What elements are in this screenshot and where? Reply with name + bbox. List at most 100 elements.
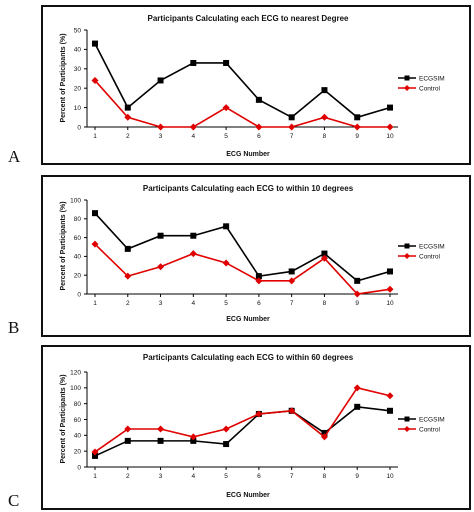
data-point-diamond: [386, 123, 394, 131]
y-tick-label: 30: [74, 66, 82, 73]
data-point-diamond: [255, 123, 263, 131]
x-tick-label: 9: [355, 133, 359, 140]
data-point-square: [157, 437, 164, 444]
x-tick-label: 2: [126, 300, 130, 307]
data-point-square: [321, 250, 328, 257]
data-point-square: [92, 452, 98, 459]
legend: ECGSIM Control: [398, 416, 445, 433]
chart-panel-2: B Participants Calculating each ECG to wi…: [8, 175, 471, 337]
chart-title: Participants Calculating each ECG to wit…: [143, 184, 354, 193]
x-tick-label: 7: [290, 300, 294, 307]
legend-swatch-marker: [404, 85, 410, 91]
legend-swatch-marker: [404, 243, 410, 249]
data-point-diamond: [386, 285, 394, 293]
x-tick-label: 10: [386, 133, 394, 140]
panel-frame: [41, 345, 471, 510]
series-control: [91, 384, 394, 456]
legend-swatch-marker: [404, 253, 410, 259]
series-line: [94, 243, 391, 295]
data-point-diamond: [124, 113, 132, 121]
x-tick-label: 5: [224, 300, 228, 307]
x-tick-label: 6: [257, 300, 261, 307]
data-point-diamond: [353, 384, 361, 392]
data-point-square: [387, 268, 393, 275]
data-point-diamond: [255, 410, 263, 418]
x-tick-label: 9: [355, 473, 359, 480]
data-point-square: [321, 429, 328, 436]
x-tick-label: 1: [93, 473, 97, 480]
x-tick-label: 1: [93, 300, 97, 307]
data-point-square: [223, 59, 230, 66]
series-ecgsim: [92, 210, 393, 284]
x-tick-label: 5: [224, 473, 228, 480]
y-tick-label: 0: [77, 291, 81, 298]
data-point-square: [190, 59, 197, 66]
data-point-square: [124, 245, 131, 252]
chart-panel-1: A Participants Calculating each ECG to ne…: [8, 5, 471, 166]
data-point-square: [255, 273, 262, 280]
y-tick-label: 120: [70, 369, 81, 376]
x-tick-label: 7: [290, 473, 294, 480]
data-point-diamond: [386, 392, 394, 400]
series-line: [94, 386, 391, 453]
data-point-diamond: [91, 76, 99, 84]
y-axis-label: Percent of Participants (%): [60, 201, 67, 290]
data-point-diamond: [91, 240, 99, 248]
panel-letter: C: [8, 491, 19, 510]
data-point-square: [190, 232, 197, 239]
x-tick-label: 4: [192, 300, 196, 307]
panel-letter: A: [8, 147, 21, 166]
data-point-square: [387, 407, 393, 414]
x-tick-label: 2: [126, 133, 130, 140]
data-point-diamond: [288, 277, 296, 285]
data-point-square: [321, 87, 328, 94]
series-control: [91, 240, 394, 298]
data-point-diamond: [222, 259, 230, 267]
legend-label: ECGSIM: [419, 75, 445, 82]
data-point-square: [223, 441, 230, 448]
series-line: [94, 43, 391, 119]
data-point-diamond: [353, 290, 361, 298]
data-point-square: [354, 277, 361, 284]
data-point-square: [190, 437, 197, 444]
legend-swatch-marker: [404, 416, 410, 422]
x-tick-label: 2: [126, 473, 130, 480]
x-tick-label: 10: [386, 473, 394, 480]
y-axis-label: Percent of Participants (%): [60, 374, 67, 463]
chart-title: Participants Calculating each ECG to wit…: [143, 353, 354, 362]
chart-panel-3: C Participants Calculating each ECG to wi…: [8, 345, 471, 510]
panel-frame: [41, 5, 471, 165]
panel-letter: B: [8, 318, 19, 337]
legend-label: Control: [419, 426, 441, 433]
data-point-diamond: [320, 113, 328, 121]
data-point-diamond: [189, 123, 197, 131]
y-tick-label: 60: [74, 417, 82, 424]
x-tick-label: 7: [290, 133, 294, 140]
chart-title: Participants Calculating each ECG to nea…: [148, 14, 350, 23]
series-line: [94, 405, 391, 457]
data-point-square: [288, 268, 295, 275]
y-tick-label: 80: [74, 401, 82, 408]
y-axis-label: Percent of Participants (%): [60, 33, 67, 122]
data-point-square: [354, 114, 361, 121]
y-tick-label: 60: [74, 235, 82, 242]
y-tick-label: 20: [74, 448, 82, 455]
data-point-diamond: [288, 407, 296, 415]
series-line: [94, 79, 390, 128]
legend: ECGSIM Control: [398, 243, 445, 260]
legend-label: Control: [419, 253, 441, 260]
data-point-diamond: [222, 104, 230, 112]
data-point-diamond: [288, 123, 296, 131]
data-point-square: [157, 232, 164, 239]
x-tick-label: 4: [192, 473, 196, 480]
data-point-square: [387, 104, 393, 111]
legend-swatch-marker: [404, 426, 410, 432]
data-point-square: [92, 40, 98, 47]
x-tick-label: 6: [257, 133, 261, 140]
legend-label: ECGSIM: [419, 416, 445, 423]
data-point-diamond: [189, 250, 197, 258]
y-tick-label: 40: [74, 47, 82, 54]
x-tick-label: 6: [257, 473, 261, 480]
x-tick-label: 4: [192, 133, 196, 140]
data-point-square: [288, 114, 295, 121]
